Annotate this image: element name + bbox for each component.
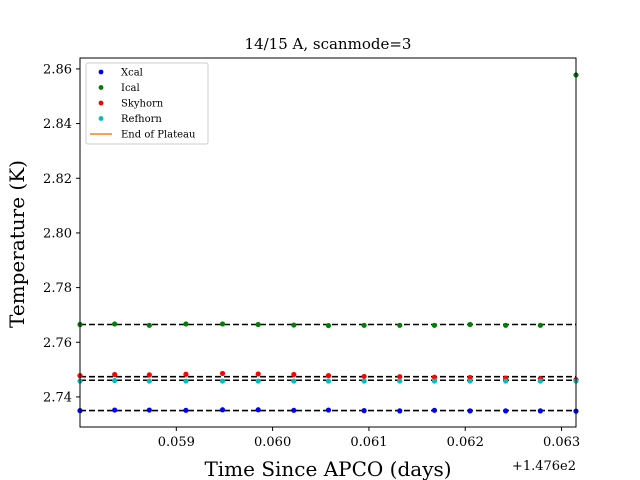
data-point-xcal xyxy=(467,408,473,414)
y-tick-label: 2.80 xyxy=(43,226,72,241)
x-offset-label: +1.476e2 xyxy=(512,459,576,474)
x-tick-label: 0.063 xyxy=(543,435,580,450)
data-point-ical xyxy=(503,322,509,328)
data-point-ical xyxy=(219,321,226,327)
data-point-skyhorn xyxy=(291,371,297,378)
legend-marker-refhorn xyxy=(98,116,104,121)
y-tick-label: 2.82 xyxy=(43,172,72,187)
data-point-refhorn xyxy=(503,378,509,384)
data-point-refhorn xyxy=(255,378,261,384)
data-point-xcal xyxy=(361,408,367,414)
data-point-skyhorn xyxy=(112,371,118,378)
data-point-ical xyxy=(325,322,332,329)
x-tick-label: 0.061 xyxy=(350,435,387,450)
data-point-xcal xyxy=(255,407,261,413)
data-point-refhorn xyxy=(467,378,473,384)
data-points xyxy=(77,72,579,414)
data-point-ical xyxy=(146,322,152,328)
legend-box xyxy=(85,62,209,145)
data-point-xcal xyxy=(146,407,152,413)
x-tick-label: 0.062 xyxy=(447,435,484,450)
data-point-refhorn xyxy=(325,378,332,384)
x-tick-label: 0.060 xyxy=(254,435,291,450)
plot-area xyxy=(79,57,577,428)
data-point-ical xyxy=(431,322,438,328)
data-point-refhorn xyxy=(397,378,403,384)
data-point-xcal xyxy=(537,408,543,414)
data-point-ical xyxy=(537,322,543,328)
data-point-refhorn xyxy=(219,378,226,384)
data-point-skyhorn xyxy=(146,372,152,378)
data-point-xcal xyxy=(219,407,226,413)
legend-label-xcal: Xcal xyxy=(121,68,143,79)
chart-title: 14/15 A, scanmode=3 xyxy=(245,35,412,53)
data-point-ical xyxy=(397,322,403,328)
legend-marker-xcal xyxy=(98,69,104,75)
data-point-xcal xyxy=(183,407,189,413)
y-axis-label: Temperature (K) xyxy=(5,160,29,328)
data-point-skyhorn xyxy=(361,373,367,380)
legend-label-refhorn: Refhorn xyxy=(121,114,162,125)
legend-label-end-of-plateau: End of Plateau xyxy=(121,130,196,141)
data-point-ical xyxy=(255,321,261,328)
data-point-refhorn xyxy=(537,378,543,384)
legend-marker-ical xyxy=(98,85,104,90)
data-point-xcal xyxy=(431,407,438,413)
data-point-skyhorn xyxy=(219,370,226,377)
y-tick-label: 2.86 xyxy=(43,62,72,77)
data-point-xcal xyxy=(503,408,509,414)
data-point-skyhorn xyxy=(183,371,189,377)
data-point-refhorn xyxy=(361,378,367,384)
data-point-xcal xyxy=(291,407,297,413)
x-axis-label: Time Since APCO (days) xyxy=(204,457,451,480)
y-tick-label: 2.76 xyxy=(43,336,72,351)
axis-ticks: 0.059 0.060 0.061 0.062 0.063 2.74 2.76 2.78 2.8… xyxy=(43,62,580,450)
legend-label-ical: Ical xyxy=(121,83,140,94)
data-point-refhorn xyxy=(291,378,297,384)
y-tick-label: 2.84 xyxy=(43,117,72,132)
data-point-refhorn xyxy=(183,378,189,384)
data-point-skyhorn xyxy=(397,374,403,380)
legend-marker-skyhorn xyxy=(98,100,104,106)
data-point-ical xyxy=(183,321,189,327)
data-point-skyhorn xyxy=(325,373,332,379)
data-point-skyhorn xyxy=(255,371,261,377)
reference-lines xyxy=(80,323,576,412)
data-point-ical xyxy=(467,321,473,328)
data-point-skyhorn xyxy=(467,374,473,381)
data-point-ical xyxy=(291,322,297,328)
data-point-skyhorn xyxy=(431,374,438,380)
y-tick-label: 2.78 xyxy=(43,281,72,296)
data-point-refhorn xyxy=(146,378,152,384)
data-point-xcal xyxy=(112,407,118,413)
data-point-refhorn xyxy=(112,377,118,384)
x-tick-label: 0.059 xyxy=(158,435,195,450)
legend-label-skyhorn: Skyhorn xyxy=(121,99,164,110)
data-point-ical xyxy=(112,321,118,327)
data-point-xcal xyxy=(397,408,403,414)
data-point-refhorn xyxy=(431,378,438,384)
y-tick-label: 2.74 xyxy=(43,390,72,405)
data-point-xcal xyxy=(325,407,332,413)
legend: Xcal Ical Skyhorn Refhorn End of Plateau xyxy=(85,62,209,145)
data-point-ical xyxy=(361,322,367,328)
